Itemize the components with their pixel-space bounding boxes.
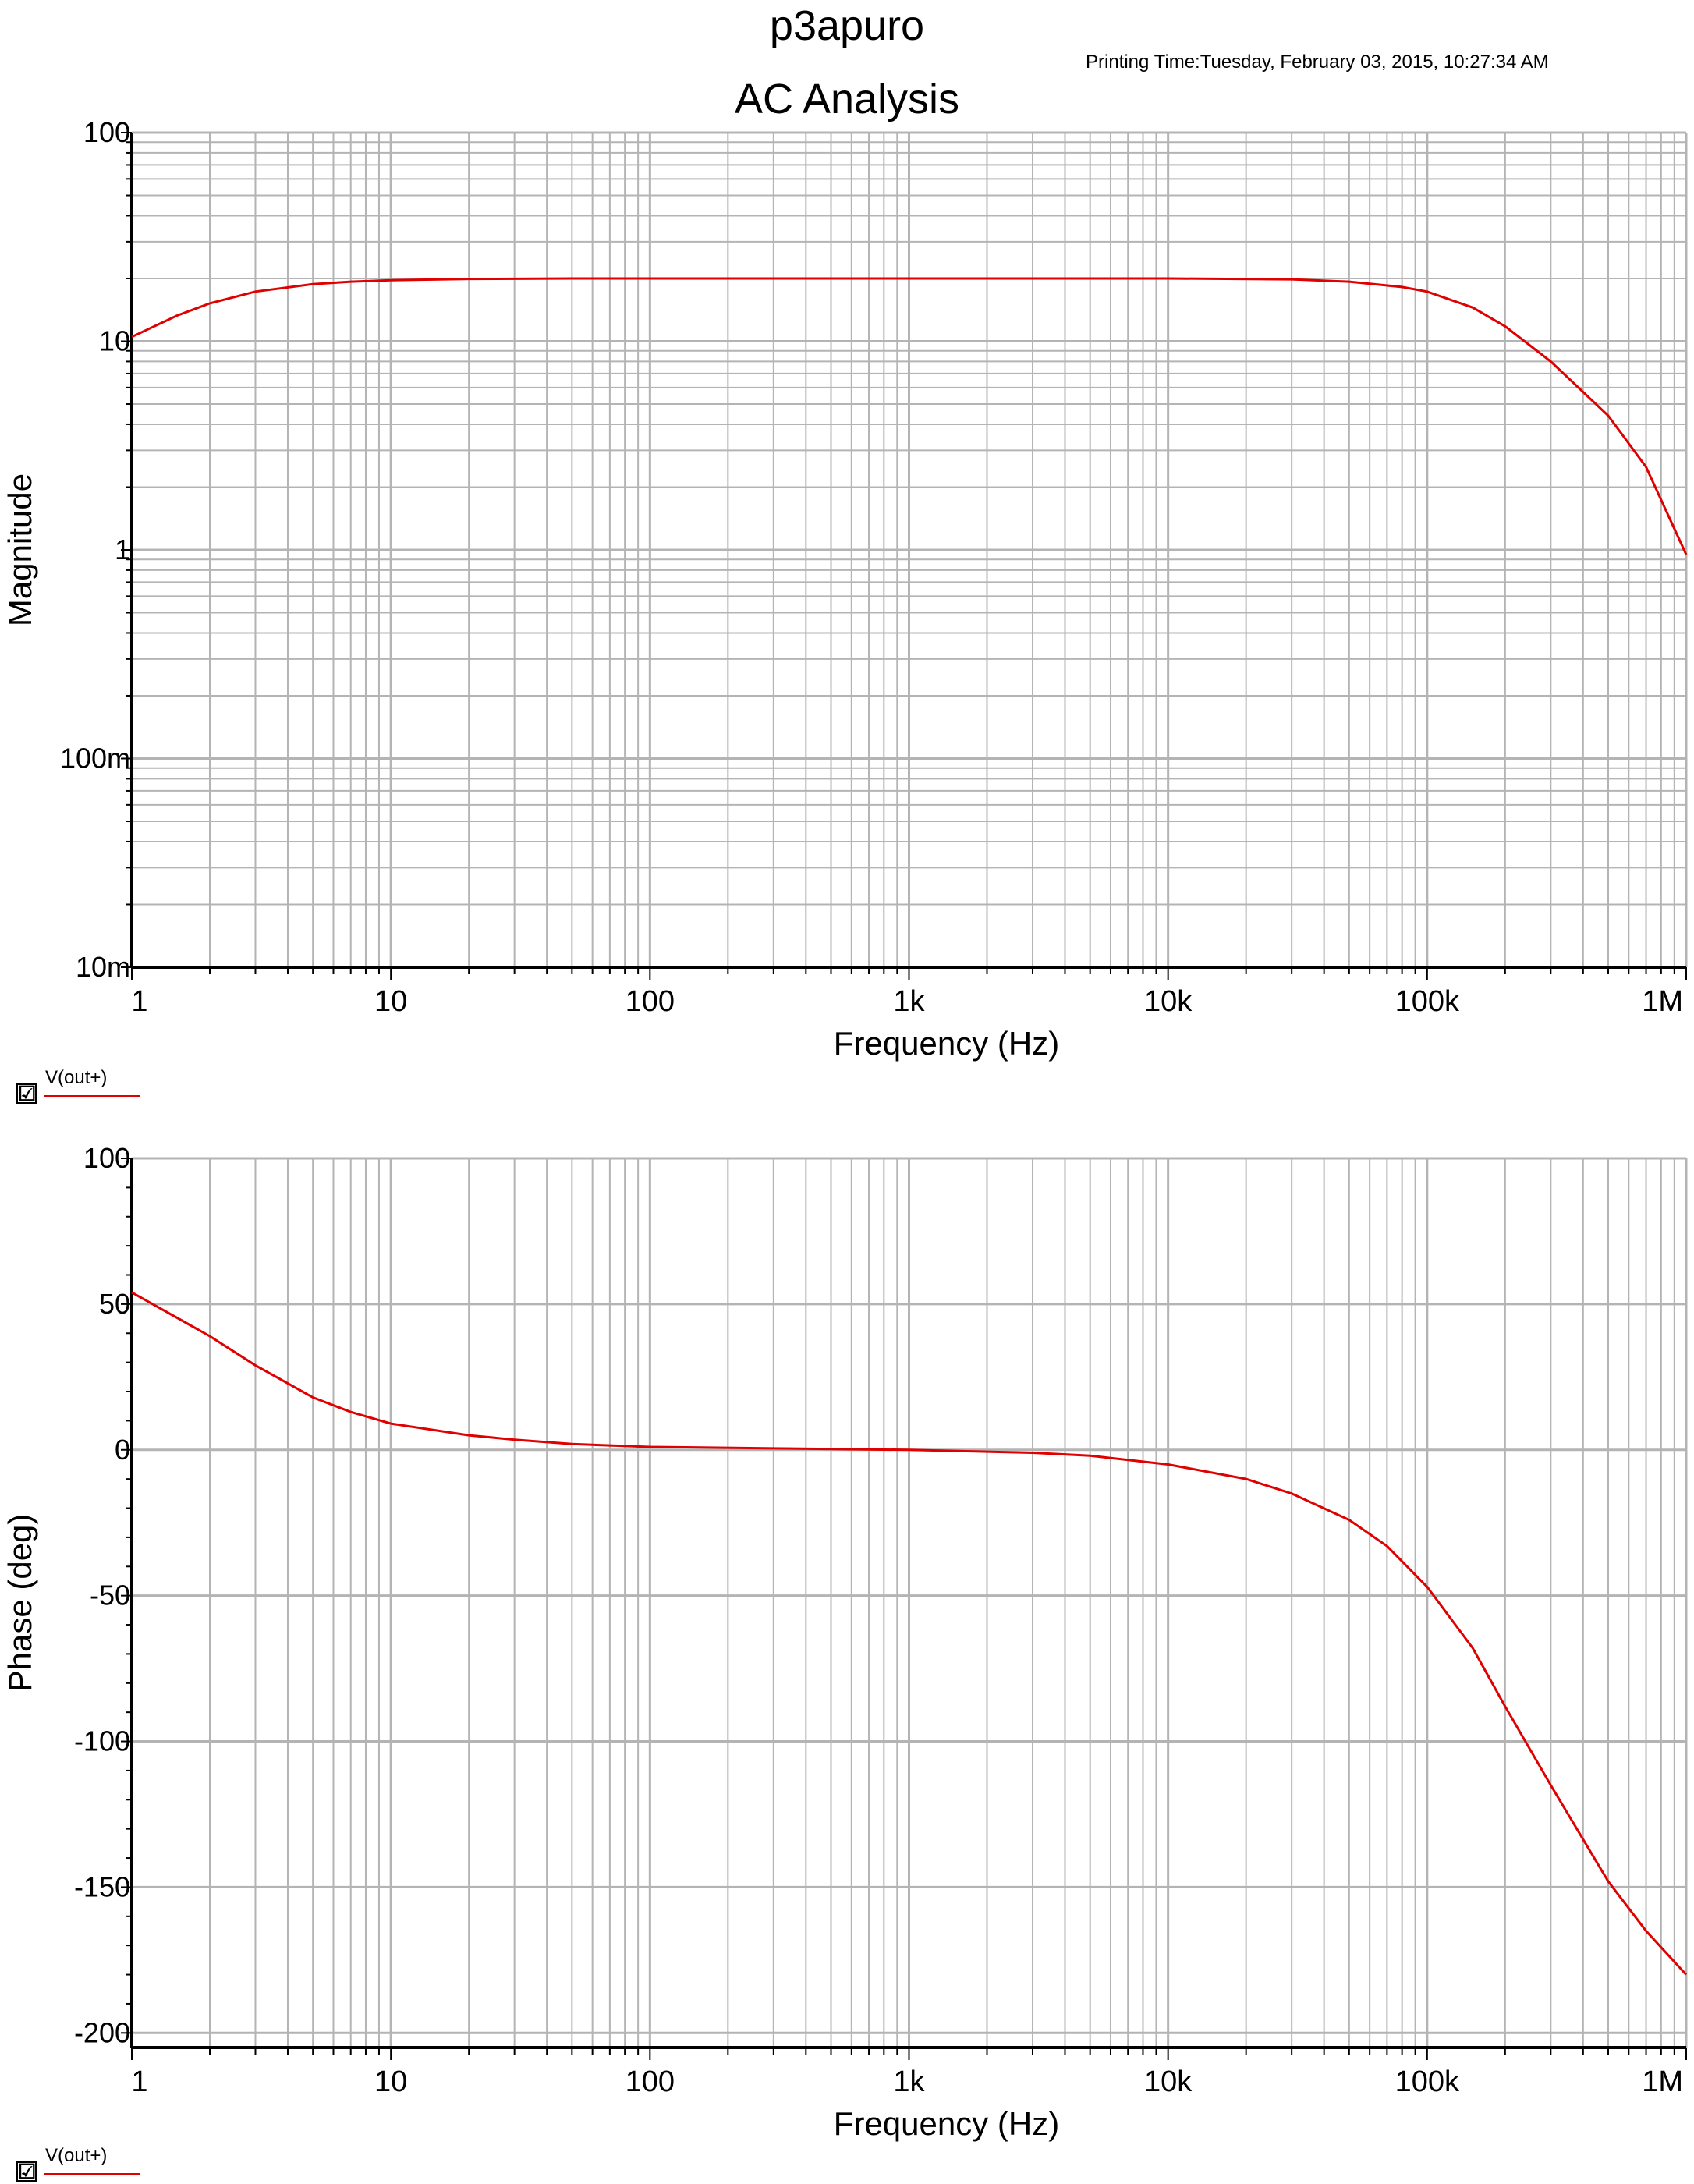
x-tick-label: 1: [131, 2065, 147, 2098]
series-line: [131, 277, 1688, 555]
legend-line-swatch: [44, 1095, 140, 1097]
y-tick-label: -150: [74, 1870, 130, 1902]
y-axis-label: Magnitude: [2, 473, 38, 626]
y-tick-label: -100: [74, 1725, 130, 1757]
y-tick-label: 100m: [60, 743, 130, 775]
x-tick-label: 10k: [1144, 985, 1193, 1018]
legend-label: V(out+): [45, 2145, 108, 2166]
x-tick-label: 1M: [1642, 2065, 1683, 2098]
y-tick-label: -50: [90, 1580, 130, 1611]
x-tick-label: 1: [131, 985, 147, 1018]
chart-subtitle: AC Analysis: [734, 76, 960, 122]
x-tick-label: 100: [626, 985, 675, 1018]
x-axis-label: Frequency (Hz): [834, 1025, 1059, 1062]
y-tick-label: 10m: [76, 951, 130, 983]
x-tick-label: 100k: [1395, 985, 1460, 1018]
legend-checkbox[interactable]: ☑: [16, 2161, 37, 2182]
x-tick-label: 1M: [1642, 985, 1683, 1018]
y-axis-label: Phase (deg): [2, 1514, 38, 1693]
magnitude-legend[interactable]: ☑ V(out+): [16, 1067, 172, 1106]
y-tick-label: 100: [83, 1142, 130, 1174]
legend-line-swatch: [44, 2173, 140, 2175]
legend-label: V(out+): [45, 1067, 108, 1088]
phase-legend[interactable]: ☑ V(out+): [16, 2145, 172, 2184]
x-tick-label: 100k: [1395, 2065, 1460, 2098]
chart-title: p3apuro: [769, 2, 925, 49]
legend-checkbox[interactable]: ☑: [16, 1083, 37, 1104]
magnitude-chart: 1 10 100 1k 10k 100k 1M 100 10 1 100m 10m Frequency …: [2, 116, 1688, 1062]
x-tick-label: 10k: [1144, 2065, 1193, 2098]
y-tick-label: 100: [83, 116, 130, 148]
print-time: Printing Time:Tuesday, February 03, 2015…: [1086, 51, 1549, 73]
x-tick-label: 1k: [893, 985, 925, 1018]
x-axis-label: Frequency (Hz): [834, 2105, 1059, 2142]
y-tick-label: 1: [115, 534, 130, 566]
y-tick-label: 0: [115, 1434, 130, 1466]
x-tick-label: 100: [626, 2065, 675, 2098]
x-tick-label: 10: [374, 985, 407, 1018]
series-line: [131, 1291, 1688, 1976]
y-tick-label: -200: [74, 2016, 130, 2048]
y-tick-label: 50: [99, 1288, 130, 1320]
x-tick-label: 10: [374, 2065, 407, 2098]
x-tick-label: 1k: [893, 2065, 925, 2098]
y-tick-label: 10: [99, 325, 130, 357]
